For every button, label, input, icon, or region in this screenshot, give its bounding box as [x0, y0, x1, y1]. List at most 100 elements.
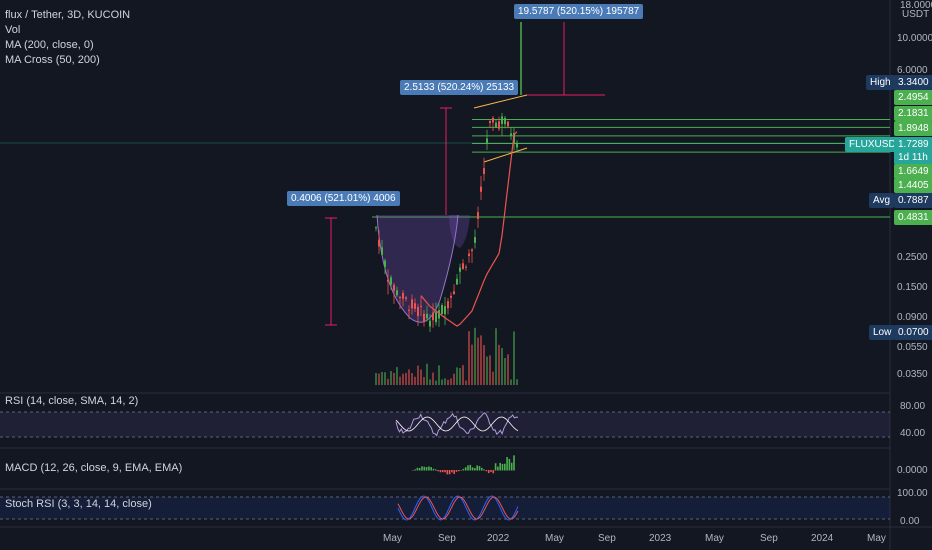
volume-bar: [426, 363, 428, 385]
macd-bar: [483, 469, 485, 471]
stoch-k-line: [397, 495, 519, 521]
volume-bar: [501, 348, 503, 385]
candle-body: [411, 299, 413, 309]
volume-bar: [462, 365, 464, 385]
candle-body: [510, 133, 512, 136]
volume-bar: [444, 378, 446, 385]
current-price-badge: 1.7289: [894, 137, 932, 152]
macd-bar: [446, 470, 449, 475]
volume-bar: [477, 337, 479, 385]
countdown-badge: 1d 11h: [894, 150, 932, 165]
macd-bar: [455, 470, 458, 472]
high-label: High: [866, 75, 895, 90]
macd-bar: [428, 466, 430, 471]
volume-bar: [399, 376, 401, 385]
candle-body: [441, 305, 443, 315]
volume-bar: [393, 372, 395, 385]
macd-bar: [513, 455, 515, 471]
candle-body: [471, 249, 473, 252]
volume-bar: [423, 377, 425, 385]
volume-bar: [471, 344, 473, 385]
measure-callout-1: 0.4006 (521.01%) 4006: [287, 191, 400, 206]
price-axis-unit: USDT: [902, 9, 929, 20]
legend-stoch[interactable]: Stoch RSI (3, 3, 14, 14, close): [5, 498, 152, 510]
volume-bar: [378, 373, 380, 385]
chart-title[interactable]: flux / Tether, 3D, KUCOIN: [5, 9, 131, 21]
volume-bar: [420, 369, 422, 385]
volume-bar: [429, 379, 431, 385]
volume-bar: [474, 327, 476, 385]
legend-macd[interactable]: MACD (12, 26, close, 9, EMA, EMA): [5, 462, 183, 474]
macd-bar: [425, 467, 428, 471]
measure-callout-2: 2.5133 (520.24%) 25133: [400, 80, 519, 95]
volume-bar: [375, 373, 377, 385]
time-tick: Sep: [598, 533, 616, 544]
volume-bar: [516, 379, 518, 385]
rsi-line: [395, 412, 519, 437]
macd-bar: [474, 468, 476, 471]
macd-bar: [432, 468, 435, 471]
candle-body: [396, 290, 398, 296]
candle-body: [465, 266, 467, 268]
avg-value: 0.7887: [894, 193, 932, 208]
time-tick: 2024: [811, 533, 834, 544]
price-axis-top: 18.0000: [900, 0, 932, 11]
volume-bar: [495, 328, 497, 385]
channel-lower: [483, 147, 528, 163]
candle-body: [429, 320, 431, 327]
time-tick: Sep: [438, 533, 456, 544]
legend-ma-cross[interactable]: MA Cross (50, 200): [5, 54, 100, 66]
macd-bar: [494, 463, 497, 471]
candle-body: [480, 186, 482, 192]
candle-body: [462, 263, 464, 269]
time-tick: May: [383, 533, 402, 544]
macd-bar: [458, 470, 460, 472]
candle-body: [423, 313, 425, 323]
macd-bar: [423, 466, 426, 471]
volume-bar: [417, 365, 419, 385]
legend-vol[interactable]: Vol: [5, 24, 21, 36]
candle-body: [420, 305, 422, 307]
level-badge: 2.1831: [894, 106, 932, 121]
macd-bar: [441, 470, 444, 473]
stoch-d-line: [397, 496, 519, 520]
macd-bar: [476, 465, 478, 471]
candle-body: [399, 296, 401, 298]
low-label: Low: [869, 325, 896, 340]
macd-bar: [439, 470, 442, 473]
volume-bar: [486, 356, 488, 385]
candle-body: [492, 117, 494, 123]
volume-bar: [498, 344, 500, 385]
volume-bar: [450, 378, 452, 385]
candle-body: [405, 297, 407, 299]
time-tick: May: [545, 533, 564, 544]
candle-body: [495, 122, 497, 128]
macd-bar: [471, 467, 474, 471]
channel-upper: [473, 94, 528, 109]
macd-bar: [416, 467, 419, 471]
volume-bar: [447, 379, 449, 385]
legend-ma200[interactable]: MA (200, close, 0): [5, 39, 94, 51]
candle-body: [435, 312, 437, 323]
price-tick: 0.0550: [897, 342, 928, 353]
candle-body: [393, 284, 395, 291]
candle-body: [387, 279, 389, 282]
volume-bar: [453, 373, 455, 385]
candle-body: [408, 309, 410, 311]
macd-bar: [478, 466, 481, 471]
macd-bar: [481, 467, 483, 471]
price-tick: 10.0000: [897, 33, 932, 44]
legend-rsi[interactable]: RSI (14, close, SMA, 14, 2): [5, 395, 139, 407]
macd-bar: [451, 470, 453, 473]
macd-bar: [444, 470, 446, 473]
macd-bar: [460, 469, 462, 471]
rsi-band: [0, 412, 890, 437]
candle-body: [516, 142, 518, 148]
time-tick: Sep: [760, 533, 778, 544]
macd-bar: [414, 469, 416, 471]
price-tick: 0.2500: [897, 252, 928, 263]
volume-bar: [438, 365, 440, 385]
macd-bar: [464, 467, 467, 471]
level-badge: 1.4405: [894, 178, 932, 193]
